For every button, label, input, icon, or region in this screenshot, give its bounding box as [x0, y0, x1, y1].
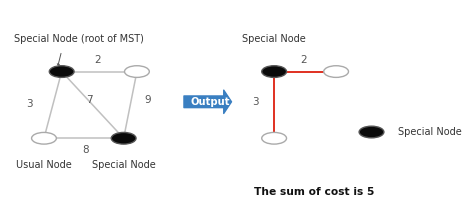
Text: Special Node: Special Node	[92, 160, 155, 170]
Text: Output: Output	[190, 97, 230, 107]
Text: 9: 9	[145, 95, 151, 105]
Text: 2: 2	[95, 55, 101, 65]
Circle shape	[262, 66, 286, 77]
Text: 3: 3	[252, 97, 259, 107]
Text: 3: 3	[26, 99, 33, 109]
Text: Special Node: Special Node	[398, 127, 462, 137]
Text: 7: 7	[86, 95, 93, 105]
Text: Special Node (root of MST): Special Node (root of MST)	[14, 34, 144, 44]
Text: 8: 8	[82, 145, 89, 155]
Circle shape	[111, 132, 136, 144]
Circle shape	[359, 126, 384, 138]
Text: 2: 2	[301, 55, 307, 65]
Circle shape	[262, 132, 286, 144]
Text: Special Node: Special Node	[242, 34, 306, 44]
Text: The sum of cost is 5: The sum of cost is 5	[254, 187, 374, 198]
Circle shape	[49, 66, 74, 77]
Circle shape	[324, 66, 348, 77]
Text: Usual Node: Usual Node	[16, 160, 72, 170]
Circle shape	[32, 132, 56, 144]
Circle shape	[125, 66, 149, 77]
